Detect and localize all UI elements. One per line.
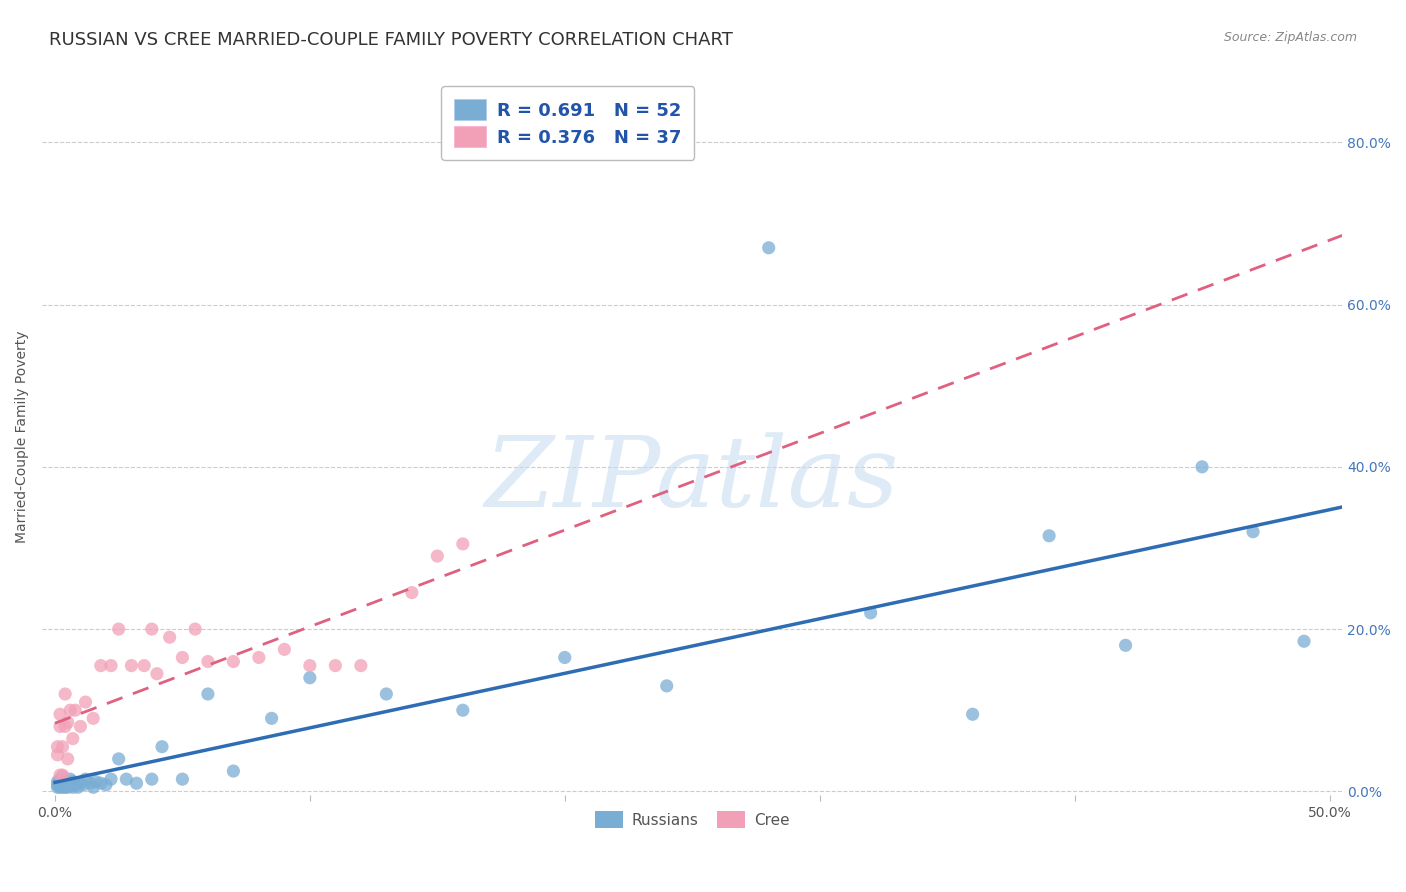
Cree	[184, 622, 207, 636]
Russians	[56, 776, 79, 790]
Russians	[72, 778, 94, 792]
Russians	[962, 707, 984, 722]
Russians	[141, 772, 163, 787]
Russians	[758, 241, 780, 255]
Cree	[159, 630, 181, 644]
Russians	[53, 780, 76, 795]
Russians	[100, 772, 122, 787]
Russians	[260, 711, 283, 725]
Russians	[451, 703, 474, 717]
Russians	[1115, 638, 1137, 652]
Russians	[49, 776, 72, 790]
Russians	[49, 778, 72, 792]
Cree	[222, 655, 245, 669]
Russians	[1191, 459, 1213, 474]
Russians	[49, 780, 72, 795]
Russians	[65, 778, 87, 792]
Cree	[107, 622, 129, 636]
Russians	[94, 778, 117, 792]
Cree	[82, 711, 104, 725]
Russians	[69, 776, 91, 790]
Cree	[62, 731, 84, 746]
Cree	[53, 687, 76, 701]
Russians	[59, 778, 82, 792]
Cree	[298, 658, 321, 673]
Russians	[1038, 529, 1060, 543]
Cree	[426, 549, 449, 563]
Cree	[69, 719, 91, 733]
Russians	[46, 778, 69, 792]
Russians	[56, 780, 79, 795]
Russians	[222, 764, 245, 778]
Y-axis label: Married-Couple Family Poverty: Married-Couple Family Poverty	[15, 330, 30, 542]
Cree	[273, 642, 295, 657]
Russians	[62, 774, 84, 789]
Russians	[150, 739, 173, 754]
Cree	[59, 703, 82, 717]
Cree	[52, 739, 75, 754]
Russians	[75, 772, 97, 787]
Cree	[141, 622, 163, 636]
Text: RUSSIAN VS CREE MARRIED-COUPLE FAMILY POVERTY CORRELATION CHART: RUSSIAN VS CREE MARRIED-COUPLE FAMILY PO…	[49, 31, 733, 49]
Cree	[56, 752, 79, 766]
Russians	[52, 778, 75, 792]
Russians	[59, 772, 82, 787]
Russians	[46, 780, 69, 795]
Legend: Russians, Cree: Russians, Cree	[589, 805, 796, 834]
Cree	[134, 658, 156, 673]
Russians	[197, 687, 219, 701]
Russians	[859, 606, 882, 620]
Cree	[247, 650, 270, 665]
Cree	[53, 719, 76, 733]
Cree	[46, 739, 69, 754]
Cree	[350, 658, 373, 673]
Cree	[46, 747, 69, 762]
Russians	[554, 650, 576, 665]
Cree	[401, 585, 423, 599]
Text: ZIPatlas: ZIPatlas	[485, 432, 900, 527]
Russians	[298, 671, 321, 685]
Russians	[107, 752, 129, 766]
Cree	[90, 658, 112, 673]
Cree	[146, 666, 169, 681]
Russians	[46, 774, 69, 789]
Russians	[82, 780, 104, 795]
Cree	[451, 537, 474, 551]
Russians	[84, 774, 107, 789]
Russians	[66, 780, 89, 795]
Russians	[62, 780, 84, 795]
Russians	[125, 776, 148, 790]
Russians	[49, 772, 72, 787]
Cree	[75, 695, 97, 709]
Text: Source: ZipAtlas.com: Source: ZipAtlas.com	[1223, 31, 1357, 45]
Cree	[172, 650, 194, 665]
Russians	[375, 687, 398, 701]
Cree	[49, 707, 72, 722]
Cree	[65, 703, 87, 717]
Russians	[1292, 634, 1315, 648]
Cree	[120, 658, 142, 673]
Cree	[49, 719, 72, 733]
Russians	[90, 776, 112, 790]
Russians	[52, 780, 75, 795]
Russians	[115, 772, 138, 787]
Cree	[52, 768, 75, 782]
Russians	[1241, 524, 1264, 539]
Russians	[79, 776, 101, 790]
Russians	[172, 772, 194, 787]
Cree	[56, 715, 79, 730]
Cree	[100, 658, 122, 673]
Russians	[53, 774, 76, 789]
Cree	[197, 655, 219, 669]
Russians	[655, 679, 678, 693]
Russians	[52, 770, 75, 784]
Russians	[52, 776, 75, 790]
Cree	[49, 768, 72, 782]
Cree	[325, 658, 347, 673]
